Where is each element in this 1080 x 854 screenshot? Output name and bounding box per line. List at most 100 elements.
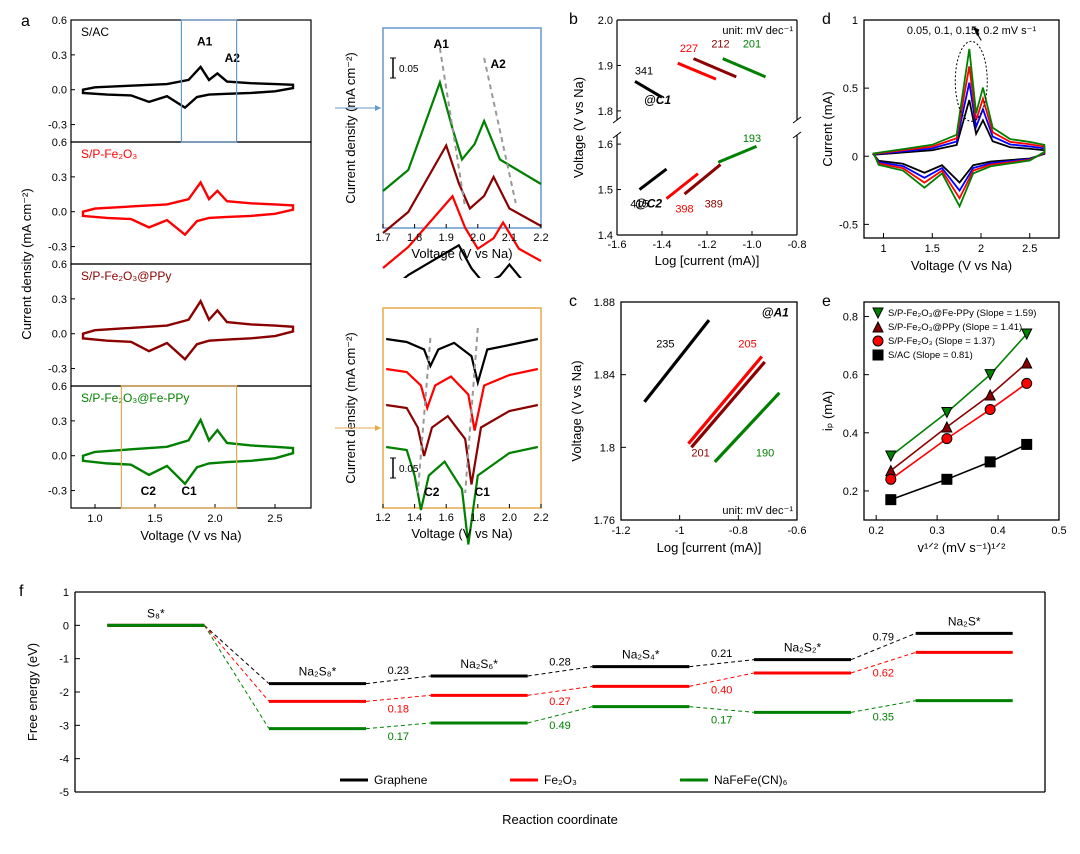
svg-text:0: 0 [63,620,69,632]
svg-text:0.79: 0.79 [873,632,894,644]
svg-text:Fe₂O₃: Fe₂O₃ [544,773,577,787]
svg-text:-0.5: -0.5 [839,219,858,231]
svg-text:b: b [569,11,578,28]
svg-text:-2: -2 [59,687,69,699]
svg-text:f: f [19,583,24,600]
svg-text:1.8: 1.8 [600,442,615,454]
svg-text:e: e [822,293,831,310]
svg-text:unit: mV dec⁻¹: unit: mV dec⁻¹ [722,505,793,517]
svg-text:2.0: 2.0 [470,232,485,244]
svg-text:2.2: 2.2 [533,232,548,244]
svg-text:0.35: 0.35 [873,712,894,724]
svg-text:c: c [569,293,577,310]
svg-text:1.5: 1.5 [598,185,613,197]
svg-text:0.0: 0.0 [52,207,67,219]
svg-text:1: 1 [63,587,69,599]
svg-text:A1: A1 [434,37,450,51]
svg-text:193: 193 [743,133,761,145]
svg-text:-0.3: -0.3 [48,242,67,254]
svg-text:1.9: 1.9 [598,60,613,72]
svg-text:227: 227 [680,43,698,55]
svg-text:-1.2: -1.2 [698,239,717,251]
svg-text:0.28: 0.28 [549,656,570,668]
svg-text:0.17: 0.17 [711,715,732,727]
svg-text:S/AC (Slope = 0.81): S/AC (Slope = 0.81) [888,350,973,361]
svg-text:Reaction coordinate: Reaction coordinate [502,812,618,827]
svg-text:S/P-Fe₂O₃ (Slope = 1.37): S/P-Fe₂O₃ (Slope = 1.37) [888,336,995,347]
svg-text:1.6: 1.6 [439,512,454,524]
svg-text:2.0: 2.0 [502,512,517,524]
svg-text:Na₂S₂*: Na₂S₂* [784,641,822,655]
svg-text:2.0: 2.0 [207,513,222,525]
svg-text:Log [current (mA)]: Log [current (mA)] [657,540,762,555]
svg-text:-0.8: -0.8 [788,239,807,251]
svg-text:0.5: 0.5 [1051,525,1066,537]
svg-text:Graphene: Graphene [374,773,428,787]
svg-text:NaFeFe(CN)₆: NaFeFe(CN)₆ [714,773,788,787]
svg-text:1.0: 1.0 [87,513,102,525]
svg-text:0.3: 0.3 [52,172,67,184]
svg-text:-1.4: -1.4 [653,239,672,251]
svg-text:0.6: 0.6 [843,370,858,382]
svg-text:Na₂S*: Na₂S* [948,614,981,628]
svg-text:d: d [822,11,831,28]
svg-text:-0.3: -0.3 [48,120,67,132]
svg-text:-1: -1 [59,654,69,666]
svg-text:1.8: 1.8 [598,106,613,118]
svg-text:A1: A1 [197,35,213,49]
svg-text:C1: C1 [181,484,197,498]
svg-text:Free energy (eV): Free energy (eV) [25,643,40,741]
svg-text:Na₂S₄*: Na₂S₄* [622,648,660,662]
svg-text:1.9: 1.9 [439,232,454,244]
svg-text:-0.3: -0.3 [48,364,67,376]
svg-text:0.23: 0.23 [388,665,409,677]
svg-text:0.6: 0.6 [52,381,67,393]
svg-text:0.62: 0.62 [873,668,894,680]
svg-text:S/P-Fe₂O₃@Fe-PPy (Slope = 1.59: S/P-Fe₂O₃@Fe-PPy (Slope = 1.59) [888,308,1036,319]
svg-text:Na₂S₆*: Na₂S₆* [460,657,498,671]
svg-text:0.4: 0.4 [990,525,1005,537]
series-label: S/P-Fe₂O₃@Fe-PPy [81,391,189,405]
svg-text:1.8: 1.8 [470,512,485,524]
svg-text:v¹ᐟ² (mV s⁻¹)¹ᐟ²: v¹ᐟ² (mV s⁻¹)¹ᐟ² [918,540,1007,555]
svg-text:Current density (mA cm⁻²): Current density (mA cm⁻²) [343,332,358,483]
svg-text:0.4: 0.4 [843,428,858,440]
svg-text:@C1: @C1 [644,93,671,107]
svg-text:0.18: 0.18 [388,703,409,715]
svg-text:0.5: 0.5 [843,83,858,95]
svg-text:1.8: 1.8 [407,232,422,244]
svg-text:0.6: 0.6 [52,15,67,27]
panel-f: f-5-4-3-2-101Free energy (eV)Reaction co… [15,580,1065,845]
svg-text:0.49: 0.49 [549,720,570,732]
svg-text:2.0: 2.0 [598,15,613,27]
svg-text:Voltage (V vs Na): Voltage (V vs Na) [569,360,584,461]
svg-text:0.05: 0.05 [399,64,419,75]
panel-a-inset-bot: C2C10.051.21.41.61.82.02.2Voltage (V vs … [335,298,555,558]
svg-text:0.05: 0.05 [399,464,419,475]
series-label: S/P-Fe₂O₃ [81,147,137,161]
svg-text:-0.8: -0.8 [729,525,748,537]
svg-text:0.2: 0.2 [869,525,884,537]
svg-text:-1.0: -1.0 [743,239,762,251]
svg-text:1.4: 1.4 [407,512,422,524]
svg-text:0: 0 [852,151,858,163]
svg-text:212: 212 [711,38,729,50]
svg-text:190: 190 [756,447,774,459]
svg-text:1.5: 1.5 [147,513,162,525]
svg-text:-3: -3 [59,720,69,732]
svg-text:1: 1 [852,15,858,27]
svg-text:1.88: 1.88 [594,297,615,309]
svg-text:Current density (mA cm⁻²): Current density (mA cm⁻²) [19,188,34,339]
svg-text:0.05, 0.1, 0.15, 0.2 mV s⁻¹: 0.05, 0.1, 0.15, 0.2 mV s⁻¹ [907,25,1037,37]
svg-text:1.76: 1.76 [594,515,615,527]
svg-text:235: 235 [656,338,674,350]
svg-text:Voltage (V vs Na): Voltage (V vs Na) [571,77,586,178]
panel-b: b1.81.92.01.41.51.6-1.6-1.4-1.2-1.0-0.8L… [565,8,810,283]
svg-text:1.2: 1.2 [375,512,390,524]
svg-text:@A1: @A1 [762,306,789,320]
panel-c: c-1.2-1-0.8-0.61.761.81.841.88Log [curre… [565,290,810,565]
svg-text:A2: A2 [490,57,506,71]
svg-text:-1.6: -1.6 [608,239,627,251]
svg-text:C1: C1 [475,485,491,499]
svg-text:Voltage (V vs Na): Voltage (V vs Na) [140,528,241,543]
